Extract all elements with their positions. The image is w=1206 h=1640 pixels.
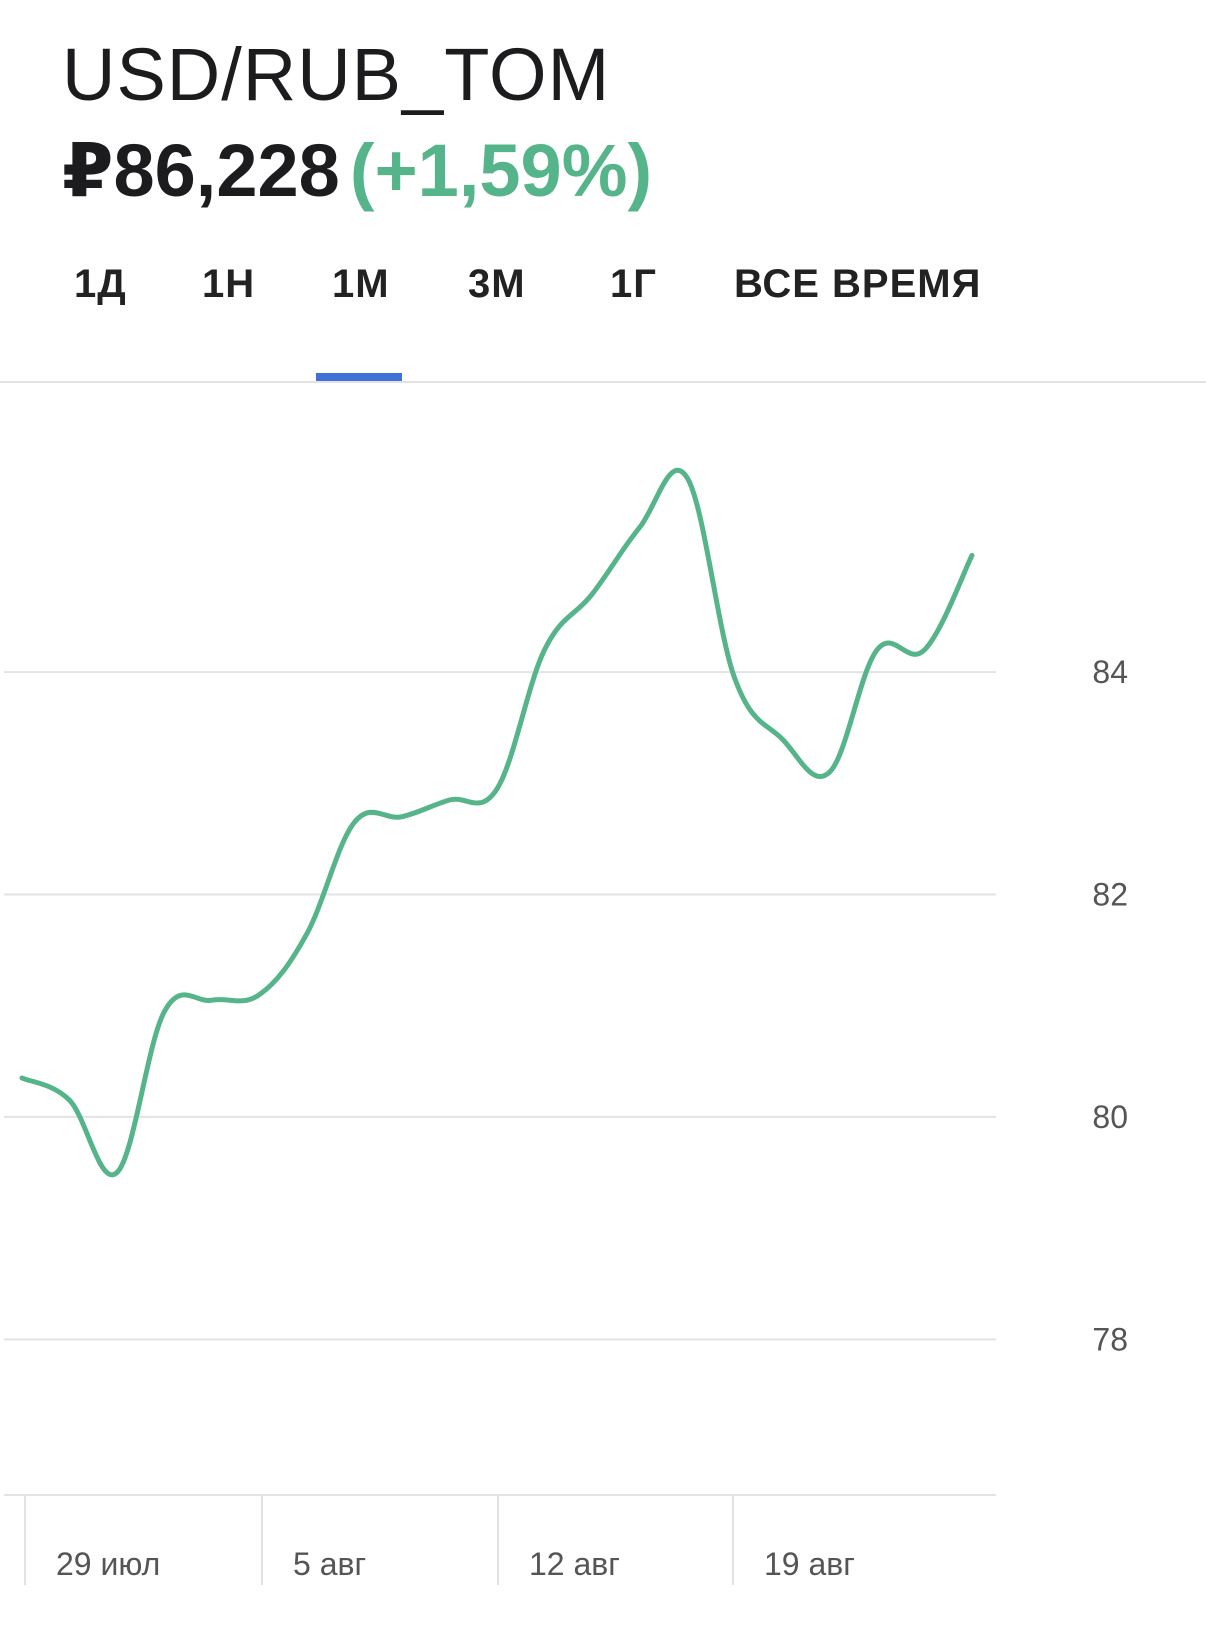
grid-lines [4, 671, 996, 1341]
y-tick-label: 80 [1092, 1099, 1128, 1135]
tab-3m[interactable]: 3М [468, 262, 526, 306]
series-line-group [19, 467, 975, 1178]
active-tab-indicator [316, 373, 402, 382]
price-chart[interactable]: 78 80 82 84 29 июл 5 авг 12 авг 19 авг [0, 383, 1206, 1640]
y-tick-label: 82 [1092, 877, 1128, 913]
x-axis: 29 июл 5 авг 12 авг 19 авг [4, 1494, 996, 1585]
x-tick-label: 19 авг [764, 1546, 855, 1582]
price-change: (+1,59%) [349, 129, 653, 212]
y-axis-ticks: 78 80 82 84 [1092, 654, 1128, 1357]
header: USD/RUB_TOM ₽86,228 (+1,59%) [62, 38, 652, 208]
tab-1w[interactable]: 1Н [202, 262, 256, 306]
tabs-divider [0, 381, 1206, 383]
tab-1m[interactable]: 1М [332, 262, 390, 306]
tab-1y[interactable]: 1Г [610, 262, 657, 306]
y-tick-label: 84 [1092, 654, 1128, 690]
x-tick-label: 5 авг [293, 1546, 366, 1582]
tab-all-time[interactable]: ВСЕ ВРЕМЯ [734, 262, 982, 306]
tab-1d[interactable]: 1Д [74, 262, 127, 306]
x-tick-label: 12 авг [529, 1546, 620, 1582]
y-tick-label: 78 [1092, 1321, 1128, 1357]
ticker-title: USD/RUB_TOM [62, 33, 611, 116]
price-row: ₽86,228 (+1,59%) [62, 134, 652, 208]
period-tabs: 1Д 1Н 1М 3М 1Г ВСЕ ВРЕМЯ [0, 262, 1206, 382]
x-tick-label: 29 июл [56, 1546, 160, 1582]
series-line [19, 467, 975, 1178]
current-price: ₽86,228 [62, 129, 340, 212]
